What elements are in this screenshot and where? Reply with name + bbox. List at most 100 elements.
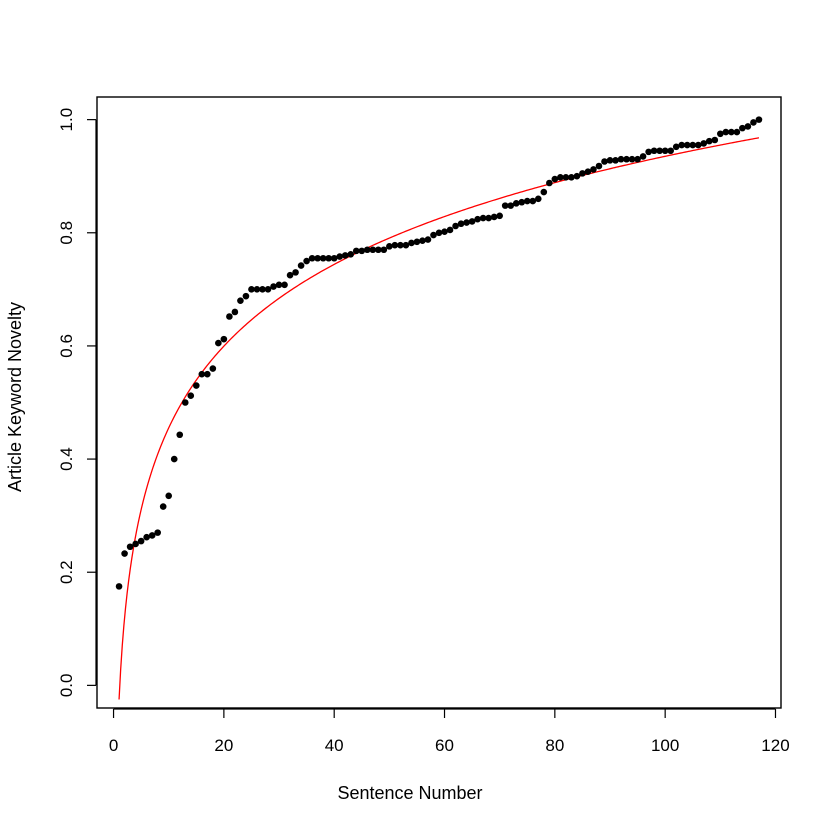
- data-point: [424, 236, 432, 243]
- data-point: [132, 540, 139, 548]
- data-point: [584, 168, 592, 175]
- data-point: [165, 492, 173, 500]
- data-point: [380, 246, 388, 254]
- plot-frame: [96, 96, 782, 709]
- data-point: [744, 123, 752, 130]
- x-tick-label: 40: [325, 736, 344, 755]
- data-point: [485, 214, 492, 222]
- data-point: [711, 136, 719, 144]
- y-tick-label: 0.6: [57, 334, 76, 358]
- x-axis: 0 20 40 60 80 100 120: [109, 708, 790, 755]
- data-point: [115, 583, 123, 590]
- data-point: [573, 172, 581, 180]
- data-point: [330, 254, 338, 262]
- data-point: [441, 228, 448, 235]
- data-point: [286, 271, 294, 279]
- y-axis-label: Article Keyword Novelty: [5, 302, 25, 492]
- data-point: [490, 213, 498, 221]
- data-point: [137, 537, 145, 545]
- data-point: [352, 247, 360, 255]
- data-point: [474, 215, 481, 223]
- data-point: [281, 281, 288, 289]
- data-point: [705, 137, 713, 145]
- x-tick-label: 100: [651, 736, 679, 755]
- data-point: [154, 529, 161, 536]
- data-point: [568, 174, 575, 181]
- data-points-layer: [115, 116, 763, 590]
- data-point: [562, 174, 570, 181]
- data-point: [700, 140, 708, 147]
- data-point: [176, 431, 184, 439]
- data-point: [204, 370, 211, 378]
- data-point: [419, 237, 426, 244]
- data-point: [579, 170, 586, 177]
- data-point: [215, 339, 222, 347]
- data-point: [728, 128, 735, 136]
- y-axis: 0.0 0.2 0.4 0.6 0.8 1.0: [57, 108, 97, 697]
- data-point: [242, 292, 250, 300]
- data-point: [623, 155, 630, 163]
- data-point: [452, 222, 459, 230]
- data-point: [634, 155, 641, 163]
- data-point: [314, 254, 321, 262]
- data-point: [297, 262, 305, 269]
- x-tick-label: 80: [545, 736, 564, 755]
- data-point: [413, 238, 421, 246]
- data-point: [231, 308, 239, 316]
- data-point: [292, 269, 299, 276]
- data-point: [264, 286, 272, 293]
- data-point: [639, 153, 647, 160]
- data-point: [148, 532, 156, 539]
- data-point: [375, 246, 382, 254]
- y-tick-label: 1.0: [57, 108, 76, 132]
- data-point: [650, 147, 658, 155]
- data-point: [369, 246, 377, 254]
- data-point: [457, 220, 465, 228]
- data-point: [181, 399, 189, 406]
- data-point: [606, 157, 614, 164]
- data-point: [656, 147, 663, 155]
- data-point: [551, 175, 559, 183]
- y-tick-label: 0.4: [57, 447, 76, 471]
- data-point: [479, 214, 487, 222]
- data-point: [683, 141, 691, 149]
- data-point: [126, 543, 134, 551]
- data-point: [435, 229, 443, 237]
- data-point: [755, 116, 763, 123]
- data-point: [750, 119, 757, 126]
- data-point: [347, 250, 355, 258]
- data-point: [546, 179, 553, 187]
- y-tick-label: 0.2: [57, 560, 76, 584]
- x-tick-label: 0: [109, 736, 118, 755]
- data-point: [386, 243, 393, 250]
- data-point: [678, 141, 686, 149]
- data-point: [595, 162, 603, 170]
- data-point: [612, 157, 619, 164]
- data-point: [237, 297, 244, 304]
- data-point: [198, 370, 206, 378]
- data-point: [722, 128, 730, 136]
- data-point: [275, 281, 283, 289]
- data-point: [672, 143, 680, 151]
- data-point: [170, 455, 178, 463]
- data-point: [248, 286, 255, 293]
- data-point: [529, 197, 537, 205]
- data-point: [220, 335, 228, 343]
- data-point: [540, 188, 548, 196]
- data-point: [363, 246, 371, 254]
- data-point: [259, 286, 266, 293]
- data-point: [121, 550, 128, 557]
- data-point: [408, 239, 415, 247]
- data-point: [717, 130, 724, 138]
- data-point: [209, 365, 217, 372]
- data-point: [512, 200, 520, 207]
- data-point: [358, 247, 366, 255]
- data-point: [739, 124, 746, 132]
- data-point: [341, 252, 349, 259]
- data-point: [661, 147, 669, 155]
- data-point: [733, 128, 741, 136]
- x-tick-label: 120: [761, 736, 789, 755]
- data-point: [187, 392, 195, 400]
- data-point: [446, 226, 454, 234]
- data-point: [507, 202, 515, 209]
